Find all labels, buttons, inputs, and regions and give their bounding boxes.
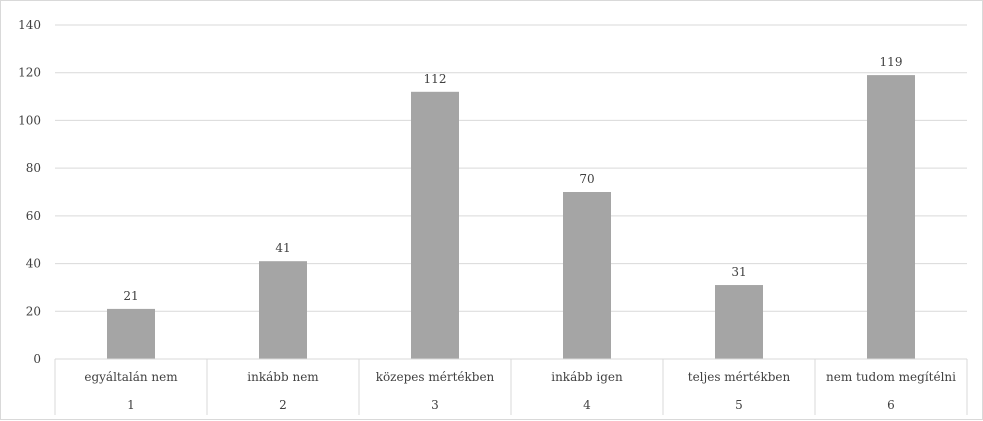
y-tick-label: 40 [26,257,41,271]
category-code: 4 [583,398,591,412]
y-tick-label: 100 [18,113,41,127]
category-code: 2 [279,398,287,412]
category-code: 3 [431,398,439,412]
category-label: nem tudom megítélni [826,370,956,384]
data-label: 112 [424,72,447,86]
category-code: 5 [735,398,743,412]
category-label: teljes mértékben [688,370,791,384]
category-label: egyáltalán nem [84,370,178,384]
bars [107,75,915,360]
data-labels: 21 41 112 70 31 119 [123,55,902,303]
y-tick-label: 120 [18,66,41,80]
y-axis-ticks: 0 20 40 60 80 100 120 140 [18,18,41,366]
y-tick-label: 80 [26,161,41,175]
category-label: inkább igen [551,370,623,384]
bar [715,285,763,359]
data-label: 21 [123,289,138,303]
bar [259,261,307,359]
data-label: 31 [731,265,746,279]
bar [411,91,459,360]
data-label: 70 [579,172,594,186]
category-code: 6 [887,398,895,412]
data-label: 119 [880,55,903,69]
bar [867,75,915,359]
data-label: 41 [275,241,290,255]
category-label: közepes mértékben [376,370,495,384]
category-label: inkább nem [247,370,319,384]
y-tick-label: 60 [26,209,41,223]
category-code: 1 [127,398,135,412]
y-tick-label: 140 [18,18,41,32]
x-axis: egyáltalán nem 1 inkább nem 2 közepes mérték… [54,358,968,415]
y-tick-label: 0 [33,352,41,366]
bar [107,308,155,359]
y-tick-label: 20 [26,304,41,318]
bar [563,192,611,359]
gridlines [55,24,967,312]
